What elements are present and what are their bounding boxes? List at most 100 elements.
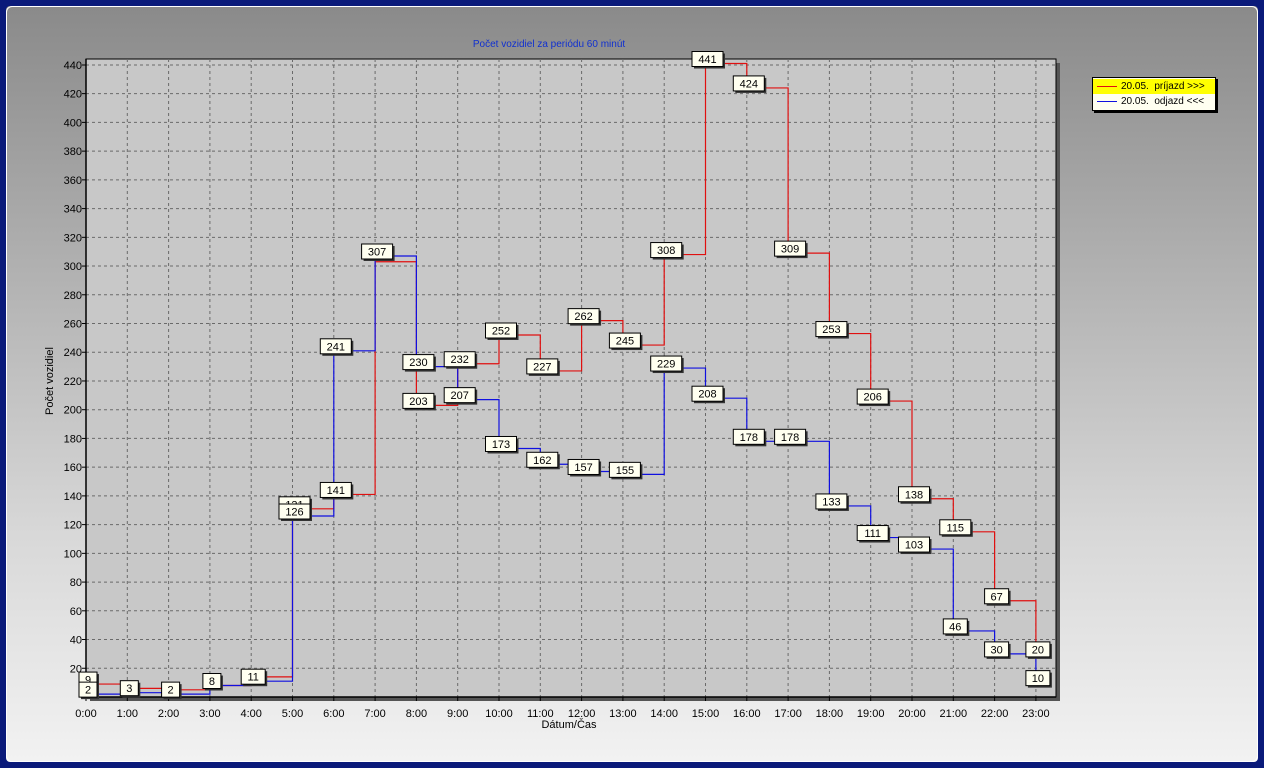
x-tick-label: 15:00 <box>692 708 720 720</box>
data-label-text: 8 <box>209 676 215 688</box>
data-label-text: 308 <box>657 245 675 257</box>
data-label: 162 <box>526 451 560 470</box>
data-label-text: 424 <box>740 78 758 90</box>
x-tick-label: 8:00 <box>406 708 427 720</box>
data-label-box <box>443 351 476 368</box>
data-label-box <box>732 75 765 92</box>
data-label-box <box>119 680 139 697</box>
data-label-text: 162 <box>533 455 551 467</box>
data-label-box <box>485 435 517 452</box>
data-label-box <box>402 392 435 409</box>
x-tick-label: 4:00 <box>240 708 261 720</box>
x-tick-label: 19:00 <box>857 708 885 720</box>
data-label-text: 241 <box>327 341 345 353</box>
legend: 20.05. príjazd >>> 20.05. odjazd <<< <box>1092 77 1216 111</box>
y-tick-label: 420 <box>64 89 82 101</box>
data-label-text: 67 <box>990 591 1002 603</box>
data-label: 138 <box>898 486 932 504</box>
data-label: 111 <box>856 525 891 543</box>
data-label-text: 138 <box>905 489 923 501</box>
data-label: 307 <box>361 243 395 261</box>
data-label: 227 <box>526 358 560 376</box>
plot-background <box>85 58 1057 698</box>
data-label: 441 <box>691 51 725 69</box>
data-label-box <box>443 387 476 404</box>
data-label-box <box>942 618 968 635</box>
data-label-text: 30 <box>990 644 1002 656</box>
data-label-text: 2 <box>85 685 91 697</box>
legend-item-arrival: 20.05. príjazd >>> <box>1093 79 1215 94</box>
data-label: 178 <box>774 428 808 447</box>
y-tick-label: 120 <box>64 520 82 532</box>
data-label: 10 <box>1025 670 1052 688</box>
data-label-box <box>1025 641 1051 658</box>
legend-label-departure: 20.05. odjazd <<< <box>1121 96 1205 107</box>
data-label-text: 227 <box>533 361 551 373</box>
data-label-text: 229 <box>657 359 675 371</box>
data-label: 20 <box>1025 641 1052 659</box>
data-label-text: 155 <box>616 465 634 477</box>
x-tick-label: 16:00 <box>733 708 761 720</box>
data-label-box <box>567 458 600 475</box>
data-label: 8 <box>202 673 223 691</box>
y-tick-label: 160 <box>64 462 82 474</box>
data-label-text: 230 <box>409 357 427 369</box>
data-label: 133 <box>815 493 849 511</box>
data-label-text: 178 <box>781 432 799 444</box>
y-tick-label: 360 <box>64 175 82 187</box>
data-label: 2 <box>78 681 99 700</box>
y-tick-label: 260 <box>64 319 82 331</box>
y-tick-label: 40 <box>70 635 82 647</box>
data-label-box <box>608 332 641 349</box>
data-label-box <box>650 242 683 259</box>
data-label: 230 <box>402 354 436 372</box>
data-label-text: 157 <box>574 462 592 474</box>
data-label: 207 <box>443 387 478 405</box>
data-label-text: 252 <box>492 326 510 338</box>
x-tick-label: 21:00 <box>940 708 968 720</box>
data-label: 30 <box>984 641 1011 659</box>
y-tick-label: 200 <box>64 405 82 417</box>
x-axis-label: Dátum/Čas <box>541 718 597 731</box>
data-label: 141 <box>319 481 354 500</box>
x-tick-label: 22:00 <box>981 708 1009 720</box>
data-label-box <box>815 493 848 510</box>
y-tick-label: 240 <box>64 347 82 359</box>
data-label-box <box>240 668 266 685</box>
x-tick-label: 12:00 <box>568 708 596 720</box>
data-label: 11 <box>240 668 268 687</box>
data-label: 178 <box>732 428 767 447</box>
data-label-box <box>939 519 972 536</box>
x-tick-label: 9:00 <box>447 708 468 720</box>
data-label: 232 <box>443 351 478 369</box>
data-label-text: 126 <box>285 507 303 519</box>
data-label: 424 <box>732 75 767 93</box>
data-label-text: 245 <box>616 336 634 348</box>
data-label-box <box>774 240 807 257</box>
data-label: 2 <box>161 681 182 700</box>
data-label-box <box>361 243 394 260</box>
y-tick-label: 280 <box>64 290 82 302</box>
data-label-box <box>691 385 724 402</box>
x-tick-label: 6:00 <box>323 708 344 720</box>
data-label-box <box>774 428 807 445</box>
data-label-text: 307 <box>368 246 386 258</box>
x-tick-label: 10:00 <box>485 708 513 720</box>
data-label-box <box>732 428 765 445</box>
data-label: 173 <box>485 435 519 454</box>
data-label-text: 309 <box>781 244 799 256</box>
legend-swatch-departure <box>1097 101 1117 102</box>
data-label-box <box>856 388 889 405</box>
data-label-box <box>485 322 517 339</box>
x-tick-label: 0:00 <box>75 708 96 720</box>
x-tick-label: 13:00 <box>609 708 637 720</box>
y-axis-label: Počet vozidiel <box>44 347 56 415</box>
y-tick-label: 340 <box>64 204 82 216</box>
legend-label-arrival: 20.05. príjazd >>> <box>1121 81 1205 92</box>
data-label: 229 <box>650 355 684 374</box>
data-label: 308 <box>650 242 684 260</box>
data-label-box <box>567 308 600 325</box>
y-tick-label: 100 <box>64 548 82 560</box>
data-label: 252 <box>485 322 519 341</box>
